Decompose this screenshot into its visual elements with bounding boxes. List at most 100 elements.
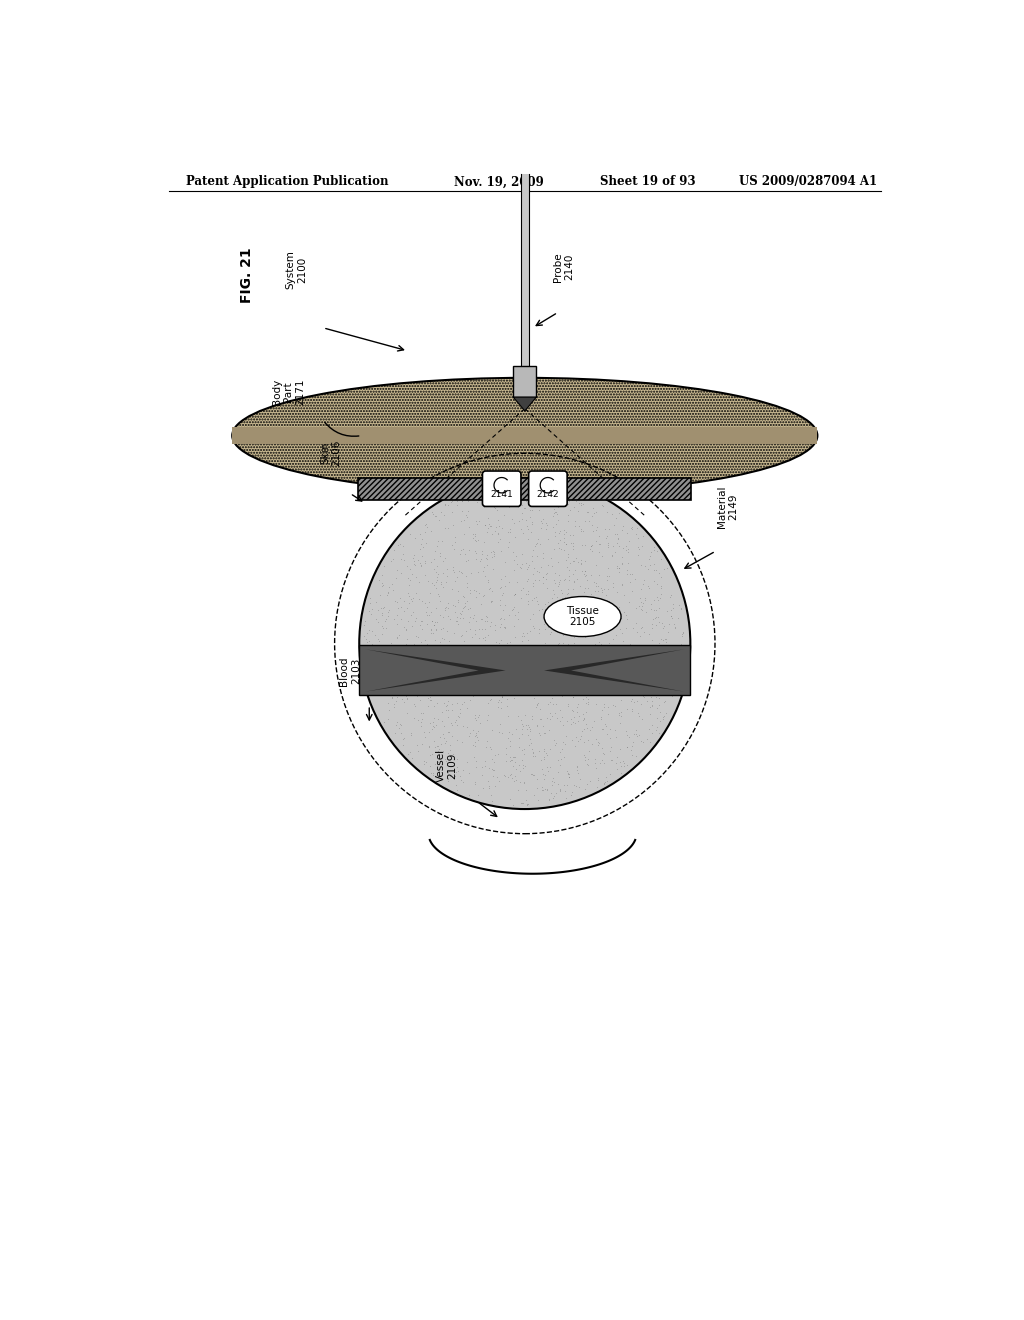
Point — [645, 609, 662, 630]
Point — [466, 623, 482, 644]
Point — [446, 766, 463, 787]
Point — [626, 692, 642, 713]
Point — [625, 645, 641, 667]
Point — [500, 705, 516, 726]
Point — [592, 640, 608, 661]
Point — [411, 572, 427, 593]
Point — [396, 549, 413, 570]
Point — [613, 656, 630, 677]
Point — [586, 572, 602, 593]
Point — [613, 519, 630, 540]
Point — [474, 777, 490, 799]
Point — [547, 664, 563, 685]
Point — [462, 678, 478, 700]
Point — [526, 688, 543, 709]
Point — [664, 659, 680, 680]
Point — [396, 653, 413, 675]
Point — [502, 750, 518, 771]
Point — [583, 536, 599, 557]
Point — [394, 734, 411, 755]
Point — [376, 597, 392, 618]
Point — [356, 653, 373, 675]
Point — [574, 535, 591, 556]
Point — [587, 748, 603, 770]
Point — [588, 531, 604, 552]
Point — [466, 579, 482, 601]
Point — [630, 528, 646, 549]
Point — [373, 682, 389, 704]
Point — [541, 788, 557, 809]
Point — [426, 659, 442, 680]
Point — [383, 660, 399, 681]
Point — [396, 648, 413, 669]
Point — [456, 692, 472, 713]
Point — [394, 535, 411, 556]
Point — [434, 550, 451, 572]
Point — [552, 520, 568, 541]
Point — [493, 648, 509, 669]
Point — [374, 653, 390, 675]
Point — [563, 784, 580, 805]
Point — [577, 511, 593, 532]
Point — [373, 597, 389, 618]
Point — [433, 642, 450, 663]
Point — [451, 561, 467, 582]
Point — [490, 510, 507, 531]
Point — [486, 669, 503, 690]
Point — [555, 632, 571, 653]
Point — [498, 743, 514, 764]
Point — [365, 667, 381, 688]
Point — [409, 734, 425, 755]
Point — [519, 793, 536, 814]
Point — [546, 539, 562, 560]
Point — [385, 579, 401, 601]
Point — [500, 767, 516, 788]
Point — [557, 494, 573, 515]
Point — [481, 689, 498, 710]
Point — [361, 631, 378, 652]
Point — [555, 655, 571, 676]
Point — [636, 622, 652, 643]
Point — [447, 610, 464, 631]
Point — [420, 661, 436, 682]
Point — [437, 572, 454, 593]
Point — [540, 554, 556, 576]
Point — [530, 692, 547, 713]
Point — [398, 688, 415, 709]
Point — [423, 618, 439, 639]
Point — [658, 632, 675, 653]
Point — [493, 529, 509, 550]
Point — [642, 697, 658, 718]
Point — [620, 737, 636, 758]
Point — [430, 708, 446, 729]
Point — [560, 611, 577, 632]
Point — [505, 541, 521, 562]
Point — [628, 719, 644, 741]
Point — [500, 521, 516, 543]
Point — [412, 552, 428, 573]
Point — [624, 744, 640, 766]
Point — [663, 605, 679, 626]
Point — [468, 511, 484, 532]
Point — [506, 477, 522, 498]
Point — [590, 767, 606, 788]
Point — [561, 653, 578, 675]
Point — [530, 561, 547, 582]
Point — [483, 581, 500, 602]
Point — [650, 562, 667, 583]
Point — [529, 639, 546, 660]
Point — [444, 560, 461, 581]
Point — [452, 708, 468, 729]
Point — [557, 569, 573, 590]
Point — [389, 627, 406, 648]
Point — [626, 645, 642, 667]
Point — [462, 722, 478, 743]
Point — [495, 678, 511, 700]
Point — [659, 622, 676, 643]
Point — [516, 772, 532, 793]
Point — [510, 602, 526, 623]
Point — [504, 599, 520, 620]
Point — [644, 694, 660, 715]
Point — [635, 663, 651, 684]
Point — [424, 719, 440, 741]
